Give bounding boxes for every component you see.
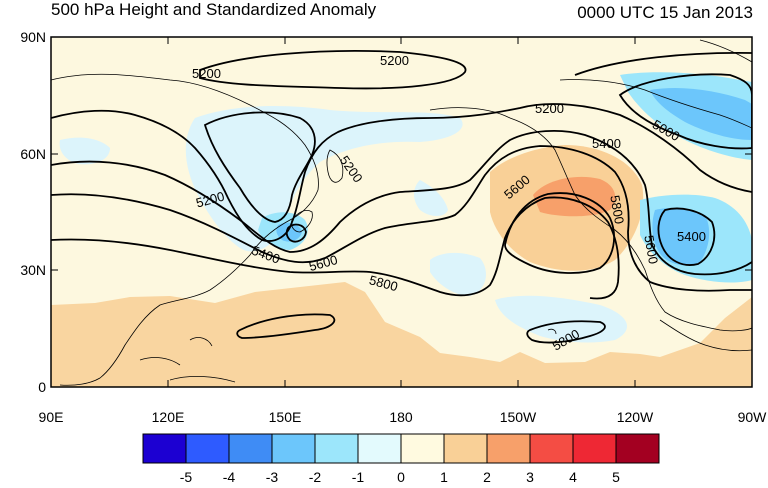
colorbar-tick-label: 0 bbox=[397, 469, 405, 485]
contour-ridge-inner bbox=[504, 192, 615, 274]
contour-label: 5600 bbox=[307, 252, 339, 274]
map-timestamp: 0000 UTC 15 Jan 2013 bbox=[577, 3, 753, 22]
contour-5800-hawaii bbox=[526, 320, 606, 344]
colorbar-tick-label: 4 bbox=[569, 469, 577, 485]
contour-pacific-low bbox=[285, 223, 307, 243]
colorbar: -5 -4 -3 -2 -1 0 1 2 3 4 5 bbox=[142, 433, 660, 485]
colorbar-tick-label: 5 bbox=[612, 469, 620, 485]
colorbar-swatch bbox=[185, 433, 230, 464]
longitude-label: 120W bbox=[617, 409, 654, 425]
contour-label: 5200 bbox=[192, 66, 221, 81]
colorbar-swatch bbox=[486, 433, 531, 464]
colorbar-swatch bbox=[271, 433, 316, 464]
canada-arctic-coastline bbox=[559, 79, 752, 129]
contour-label: 5600 bbox=[641, 234, 661, 265]
colorbar-swatch bbox=[228, 433, 273, 464]
coastlines bbox=[51, 39, 752, 386]
longitude-label: 90W bbox=[738, 409, 768, 425]
map-title: 500 hPa Height and Standardized Anomaly bbox=[51, 0, 377, 19]
longitude-label: 180 bbox=[389, 409, 413, 425]
contour-label: 5400 bbox=[592, 136, 621, 151]
contour-label: 5800 bbox=[368, 272, 400, 294]
colorbar-tick-label: 1 bbox=[440, 469, 448, 485]
colorbar-tick-label: -3 bbox=[266, 469, 279, 485]
colorbar-swatch bbox=[443, 433, 488, 464]
colorbar-swatch bbox=[142, 433, 187, 464]
colorbar-tick-label: -2 bbox=[309, 469, 322, 485]
colorbar-tick-label: -5 bbox=[180, 469, 193, 485]
contour-label: 5800 bbox=[607, 194, 627, 225]
colorbar-swatch bbox=[529, 433, 574, 464]
colorbar-swatch bbox=[400, 433, 445, 464]
contour-5800-south bbox=[51, 196, 620, 300]
australia-coastline bbox=[169, 375, 236, 383]
colorbar-tick-label: 2 bbox=[483, 469, 491, 485]
kamchatka-coastline bbox=[326, 149, 344, 183]
latitude-axis bbox=[51, 36, 752, 388]
tropical-warm-anomaly bbox=[51, 282, 752, 387]
contour-5200-asia-loop bbox=[203, 111, 316, 223]
contour-5200-arctic bbox=[574, 51, 752, 76]
contour-5400-mid bbox=[51, 130, 752, 276]
latitude-label: 0 bbox=[38, 379, 46, 395]
contour-5800-tropics bbox=[236, 313, 336, 339]
hawaii-coastline bbox=[547, 328, 557, 335]
height-contours bbox=[51, 49, 752, 344]
asia-coast-anomaly bbox=[59, 137, 110, 165]
colorbar-swatch bbox=[314, 433, 359, 464]
latitude-label: 30N bbox=[20, 262, 46, 278]
contour-label: 5200 bbox=[380, 53, 409, 68]
pacific-strong-anomaly bbox=[533, 176, 616, 217]
contour-trough-inner bbox=[657, 207, 716, 266]
contour-5600-mid bbox=[51, 145, 752, 292]
colorbar-swatch bbox=[572, 433, 617, 464]
longitude-axis bbox=[50, 37, 753, 387]
japan-coastline bbox=[291, 210, 313, 233]
indonesia-coastline bbox=[139, 337, 213, 366]
asia-coastline bbox=[51, 73, 319, 386]
contour-label: 5200 bbox=[535, 101, 564, 116]
pacific-cold-tongue bbox=[430, 252, 486, 296]
contour-label: 5400 bbox=[677, 229, 706, 244]
longitude-label: 150W bbox=[500, 409, 537, 425]
longitude-label: 90E bbox=[39, 409, 64, 425]
colorbar-tick-label: -4 bbox=[223, 469, 236, 485]
alaska-coastline bbox=[429, 107, 752, 332]
longitude-label: 120E bbox=[152, 409, 185, 425]
gulf-coastline bbox=[659, 319, 752, 352]
contour-5200-polar bbox=[199, 49, 467, 90]
latitude-label: 60N bbox=[20, 146, 46, 162]
colorbar-swatch bbox=[615, 433, 660, 464]
longitude-label: 150E bbox=[269, 409, 302, 425]
colorbar-swatch bbox=[357, 433, 402, 464]
contour-5000-arctic bbox=[618, 73, 752, 150]
colorbar-tick-label: -1 bbox=[352, 469, 365, 485]
north-america-strong-anomaly bbox=[652, 207, 710, 266]
contour-label: 5200 bbox=[194, 189, 226, 211]
greenland-coastline bbox=[699, 39, 752, 63]
siberia-cold-anomaly bbox=[185, 106, 463, 252]
map-plot-area: 5200 5200 5200 5200 5200 5000 5400 5600 … bbox=[51, 37, 752, 387]
latitude-label: 90N bbox=[20, 29, 46, 45]
colorbar-tick-label: 3 bbox=[526, 469, 534, 485]
alaska-cold-anomaly bbox=[414, 180, 448, 216]
